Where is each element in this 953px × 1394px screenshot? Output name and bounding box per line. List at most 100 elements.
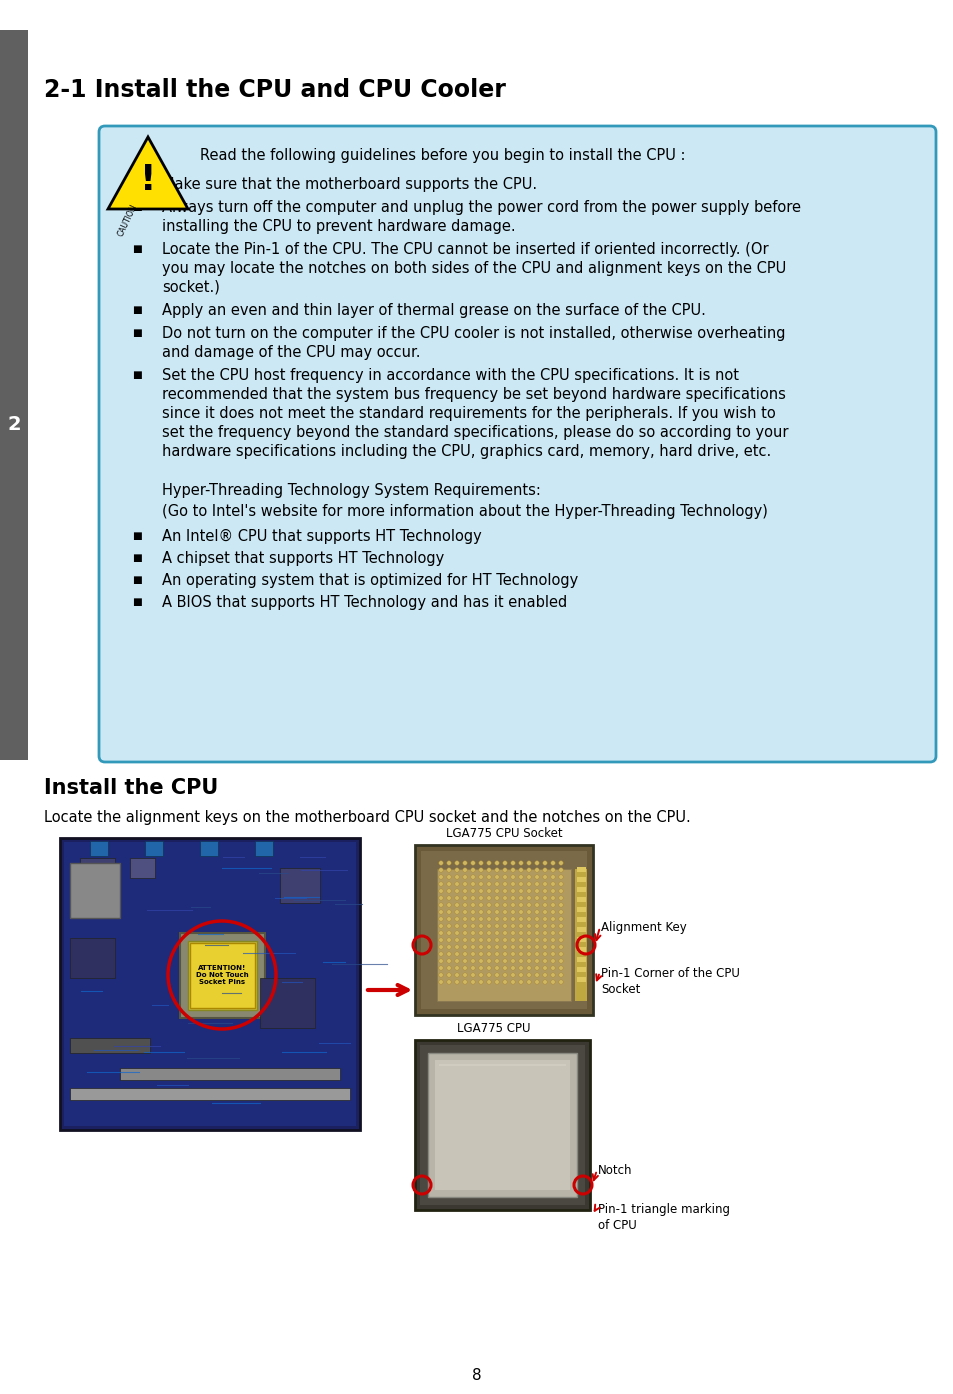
Circle shape	[550, 959, 555, 963]
Circle shape	[510, 903, 515, 907]
Circle shape	[510, 924, 515, 928]
Circle shape	[471, 910, 475, 914]
Circle shape	[471, 868, 475, 873]
Circle shape	[486, 882, 491, 887]
Circle shape	[550, 896, 555, 901]
Circle shape	[478, 917, 482, 921]
Circle shape	[542, 931, 547, 935]
Circle shape	[518, 952, 522, 956]
FancyBboxPatch shape	[577, 877, 585, 882]
Circle shape	[535, 903, 538, 907]
Circle shape	[471, 959, 475, 963]
Circle shape	[478, 868, 482, 873]
Circle shape	[550, 882, 555, 887]
FancyBboxPatch shape	[419, 1046, 584, 1204]
FancyBboxPatch shape	[260, 979, 314, 1027]
Circle shape	[526, 959, 531, 963]
Circle shape	[438, 973, 443, 977]
FancyBboxPatch shape	[435, 1059, 569, 1190]
Circle shape	[535, 910, 538, 914]
Circle shape	[542, 973, 547, 977]
Text: Do not turn on the computer if the CPU cooler is not installed, otherwise overhe: Do not turn on the computer if the CPU c…	[162, 326, 784, 342]
FancyBboxPatch shape	[70, 863, 120, 919]
Circle shape	[446, 931, 451, 935]
Text: Notch: Notch	[598, 1164, 632, 1177]
FancyBboxPatch shape	[575, 868, 586, 1001]
Circle shape	[455, 889, 458, 894]
Circle shape	[471, 882, 475, 887]
Circle shape	[510, 917, 515, 921]
Circle shape	[518, 910, 522, 914]
Circle shape	[542, 896, 547, 901]
Circle shape	[518, 903, 522, 907]
Circle shape	[502, 924, 507, 928]
Circle shape	[510, 945, 515, 949]
Text: you may locate the notches on both sides of the CPU and alignment keys on the CP: you may locate the notches on both sides…	[162, 261, 785, 276]
Circle shape	[550, 966, 555, 970]
Circle shape	[526, 889, 531, 894]
Circle shape	[455, 959, 458, 963]
Circle shape	[526, 910, 531, 914]
Circle shape	[518, 945, 522, 949]
Circle shape	[455, 875, 458, 880]
Circle shape	[462, 903, 467, 907]
Circle shape	[462, 952, 467, 956]
Circle shape	[510, 959, 515, 963]
Text: Set the CPU host frequency in accordance with the CPU specifications. It is not: Set the CPU host frequency in accordance…	[162, 368, 739, 383]
Circle shape	[495, 938, 498, 942]
FancyBboxPatch shape	[415, 1040, 589, 1210]
Circle shape	[558, 938, 562, 942]
Circle shape	[462, 882, 467, 887]
FancyBboxPatch shape	[70, 1039, 150, 1052]
Circle shape	[518, 966, 522, 970]
Circle shape	[438, 903, 443, 907]
Text: A BIOS that supports HT Technology and has it enabled: A BIOS that supports HT Technology and h…	[162, 595, 567, 611]
Circle shape	[510, 875, 515, 880]
Circle shape	[471, 938, 475, 942]
Polygon shape	[108, 137, 188, 209]
Circle shape	[526, 882, 531, 887]
Circle shape	[471, 903, 475, 907]
Text: ■: ■	[132, 305, 142, 315]
Circle shape	[542, 966, 547, 970]
FancyBboxPatch shape	[420, 850, 586, 1009]
Circle shape	[462, 966, 467, 970]
Circle shape	[558, 945, 562, 949]
Circle shape	[455, 980, 458, 984]
Circle shape	[502, 875, 507, 880]
FancyBboxPatch shape	[80, 857, 115, 888]
Circle shape	[526, 966, 531, 970]
Circle shape	[495, 931, 498, 935]
Circle shape	[478, 924, 482, 928]
Text: hardware specifications including the CPU, graphics card, memory, hard drive, et: hardware specifications including the CP…	[162, 445, 770, 459]
Circle shape	[526, 875, 531, 880]
Circle shape	[455, 917, 458, 921]
Circle shape	[535, 882, 538, 887]
Circle shape	[502, 896, 507, 901]
Circle shape	[495, 889, 498, 894]
FancyBboxPatch shape	[188, 941, 256, 1011]
Text: ■: ■	[132, 531, 142, 541]
Circle shape	[446, 959, 451, 963]
Circle shape	[550, 861, 555, 866]
Circle shape	[486, 868, 491, 873]
FancyBboxPatch shape	[180, 933, 265, 1018]
Circle shape	[446, 896, 451, 901]
Circle shape	[438, 966, 443, 970]
Circle shape	[510, 952, 515, 956]
Circle shape	[550, 889, 555, 894]
Circle shape	[558, 868, 562, 873]
Circle shape	[550, 917, 555, 921]
Circle shape	[446, 868, 451, 873]
Circle shape	[455, 861, 458, 866]
FancyBboxPatch shape	[70, 938, 115, 979]
Circle shape	[542, 938, 547, 942]
Circle shape	[478, 875, 482, 880]
FancyBboxPatch shape	[577, 927, 585, 933]
Circle shape	[471, 889, 475, 894]
Circle shape	[558, 910, 562, 914]
Circle shape	[542, 945, 547, 949]
Circle shape	[495, 966, 498, 970]
Circle shape	[502, 959, 507, 963]
Circle shape	[438, 889, 443, 894]
